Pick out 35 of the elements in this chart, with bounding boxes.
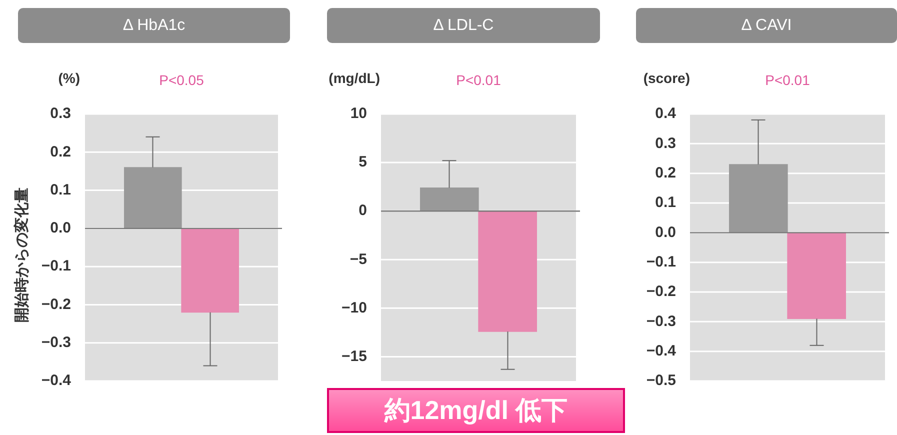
y-tick-label: 0.0 <box>655 224 676 241</box>
chart-subtitle: P<0.01 <box>456 72 501 88</box>
y-tick-label: −0.2 <box>646 283 676 300</box>
text: 開始時からの変化量 <box>12 188 32 322</box>
y-tick-label: −0.3 <box>41 334 71 351</box>
y-tick-label: −0.5 <box>646 372 676 390</box>
y-tick-label: 0.3 <box>655 134 676 152</box>
chart-title: Δ CAVI <box>636 8 897 43</box>
y-axis-title: (mg/dL) <box>328 70 380 86</box>
y-tick-label: −0.4 <box>646 342 677 360</box>
y-tick-label: 0.2 <box>50 143 71 160</box>
y-axis-title: (%) <box>58 70 80 86</box>
y-tick-label: 10 <box>350 105 367 122</box>
y-tick-label: −0.1 <box>41 258 71 275</box>
y-tick-label: 0.2 <box>655 164 676 182</box>
y-tick-label: 0.1 <box>50 181 71 198</box>
chart-title: Δ LDL-C <box>327 8 600 43</box>
y-tick-label: 0.4 <box>655 105 677 122</box>
text: 約12mg/dl 低下 <box>327 388 625 433</box>
chart-subtitle: P<0.01 <box>765 72 810 88</box>
y-tick-label: 0.0 <box>50 220 71 237</box>
y-tick-label: −10 <box>342 299 367 316</box>
y-tick-label: 0.3 <box>50 105 71 122</box>
chart-title: Δ HbA1c <box>18 8 290 43</box>
y-tick-label: −0.3 <box>646 312 676 330</box>
y-tick-label: 0 <box>358 202 367 220</box>
y-tick-label: −15 <box>342 348 367 365</box>
y-tick-label: −0.2 <box>41 296 71 313</box>
y-tick-label: −5 <box>350 250 367 268</box>
y-tick-label: −0.1 <box>646 253 676 270</box>
y-tick-label: −0.4 <box>41 372 72 390</box>
y-axis-title: (score) <box>643 70 690 86</box>
y-tick-label: 0.1 <box>655 194 676 212</box>
y-tick-label: 5 <box>358 154 367 171</box>
chart-subtitle: P<0.05 <box>159 72 204 88</box>
